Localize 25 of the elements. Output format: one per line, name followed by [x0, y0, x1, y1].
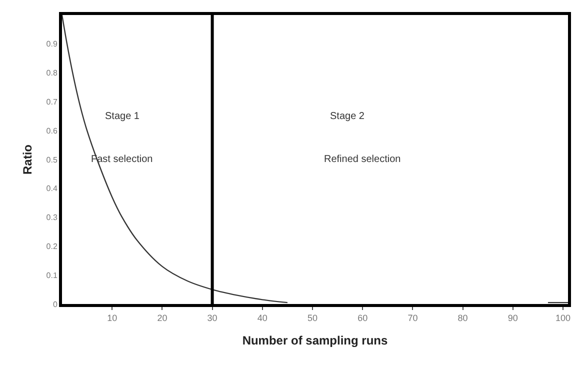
y-tick-label: 0.1	[46, 270, 58, 280]
x-tick-label: 100	[555, 312, 571, 323]
x-tick-label: 30	[207, 312, 218, 323]
y-tick-label: 0.5	[46, 155, 58, 164]
y-tick-label: 0.3	[46, 213, 58, 222]
x-tick-label: 50	[307, 312, 318, 323]
x-tick-label: 20	[157, 312, 168, 323]
annotation: Stage 1	[105, 111, 140, 122]
y-tick-label: 0.9	[46, 40, 58, 49]
x-tick-label: 90	[508, 312, 518, 323]
annotation: Stage 2	[330, 111, 365, 122]
x-tick-label: 80	[458, 312, 468, 323]
y-tick-label: 0.2	[46, 242, 58, 251]
y-tick-label: 0.7	[46, 98, 58, 106]
x-tick-label: 40	[257, 312, 268, 323]
y-tick-label: 0	[52, 300, 58, 309]
y-axis-title: Ratio	[20, 144, 35, 174]
y-tick-label: 0.4	[46, 184, 58, 194]
annotation: Refined selection	[324, 154, 401, 165]
y-tick-label: 0.6	[46, 126, 58, 136]
y-tick-label: 0.8	[46, 68, 58, 78]
x-tick-label: 70	[408, 312, 418, 323]
x-axis-title: Number of sampling runs	[242, 334, 388, 348]
x-tick-label: 60	[358, 312, 368, 323]
x-tick-label: 10	[107, 312, 118, 323]
